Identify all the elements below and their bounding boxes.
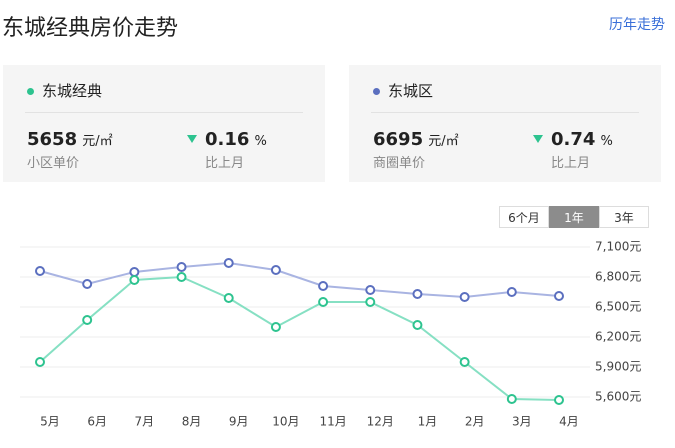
y-tick-label: 6,200元	[595, 330, 641, 344]
x-tick-label: 1月	[418, 415, 438, 429]
x-tick-label: 10月	[272, 415, 299, 429]
data-point	[223, 258, 234, 268]
x-tick-label: 7月	[135, 415, 155, 429]
y-tick-label: 6,800元	[595, 270, 641, 284]
data-point	[176, 272, 187, 282]
price: 5658 元/㎡	[27, 129, 113, 150]
x-tick-label: 12月	[367, 415, 394, 429]
data-point	[129, 267, 140, 277]
divider	[371, 112, 639, 113]
data-point	[35, 266, 45, 276]
y-tick-label: 5,600元	[595, 390, 641, 404]
data-point	[35, 357, 45, 367]
data-point	[318, 281, 329, 291]
data-point	[129, 275, 140, 285]
series-line	[39, 275, 560, 401]
data-point	[412, 320, 423, 330]
history-link[interactable]: 历年走势	[609, 17, 665, 33]
data-point	[318, 297, 329, 307]
data-point	[459, 357, 470, 367]
range-tab[interactable]: 1年	[549, 206, 599, 228]
y-tick-label: 7,100元	[595, 240, 641, 254]
y-tick-label: 6,500元	[595, 300, 641, 314]
y-tick-label: 5,900元	[595, 360, 641, 374]
card-name: 东城经典	[42, 82, 103, 100]
trend-icon	[533, 135, 543, 143]
range-tab[interactable]: 3年	[599, 206, 649, 228]
x-tick-label: 9月	[229, 415, 249, 429]
change: 0.74 %	[551, 129, 613, 150]
price-value: 6695	[373, 129, 424, 150]
x-tick-label: 3月	[512, 415, 532, 429]
price-value: 5658	[27, 129, 78, 150]
x-tick-label: 8月	[182, 415, 202, 429]
change-unit: %	[254, 134, 267, 149]
data-point	[365, 285, 376, 295]
data-point	[82, 315, 93, 325]
summary-card: 东城经典 5658 元/㎡ 小区单价 0.16 % 比上月	[3, 65, 325, 182]
data-point	[176, 262, 187, 272]
data-point	[223, 293, 234, 303]
data-point	[554, 395, 564, 405]
card-name: 东城区	[388, 82, 434, 100]
change-unit: %	[600, 134, 613, 149]
series-line	[39, 261, 560, 299]
data-point	[506, 287, 517, 297]
price-unit: 元/㎡	[428, 134, 459, 149]
change-value: 0.74	[551, 129, 596, 150]
data-point	[412, 289, 423, 299]
page-title: 东城经典房价走势	[2, 16, 179, 41]
summary-card: 东城区 6695 元/㎡ 商圈单价 0.74 % 比上月	[349, 65, 661, 182]
x-tick-label: 6月	[87, 415, 107, 429]
data-point	[365, 297, 376, 307]
trend-icon	[187, 135, 197, 143]
price-label: 小区单价	[27, 156, 80, 171]
data-point	[554, 291, 564, 301]
x-tick-label: 2月	[465, 415, 485, 429]
change-label: 比上月	[551, 156, 591, 171]
legend-dot	[373, 88, 380, 95]
change-value: 0.16	[205, 129, 250, 150]
price: 6695 元/㎡	[373, 129, 459, 150]
divider	[25, 112, 303, 113]
price-unit: 元/㎡	[82, 134, 113, 149]
x-tick-label: 4月	[559, 415, 579, 429]
range-tab[interactable]: 6个月	[499, 206, 549, 228]
x-tick-label: 11月	[319, 415, 346, 429]
change-label: 比上月	[205, 156, 245, 171]
legend-dot	[27, 88, 34, 95]
change: 0.16 %	[205, 129, 267, 150]
data-point	[459, 292, 470, 302]
data-point	[270, 322, 281, 332]
data-point	[270, 265, 281, 275]
price-label: 商圈单价	[373, 156, 426, 171]
data-point	[82, 279, 93, 289]
x-tick-label: 5月	[40, 415, 60, 429]
data-point	[506, 394, 517, 404]
